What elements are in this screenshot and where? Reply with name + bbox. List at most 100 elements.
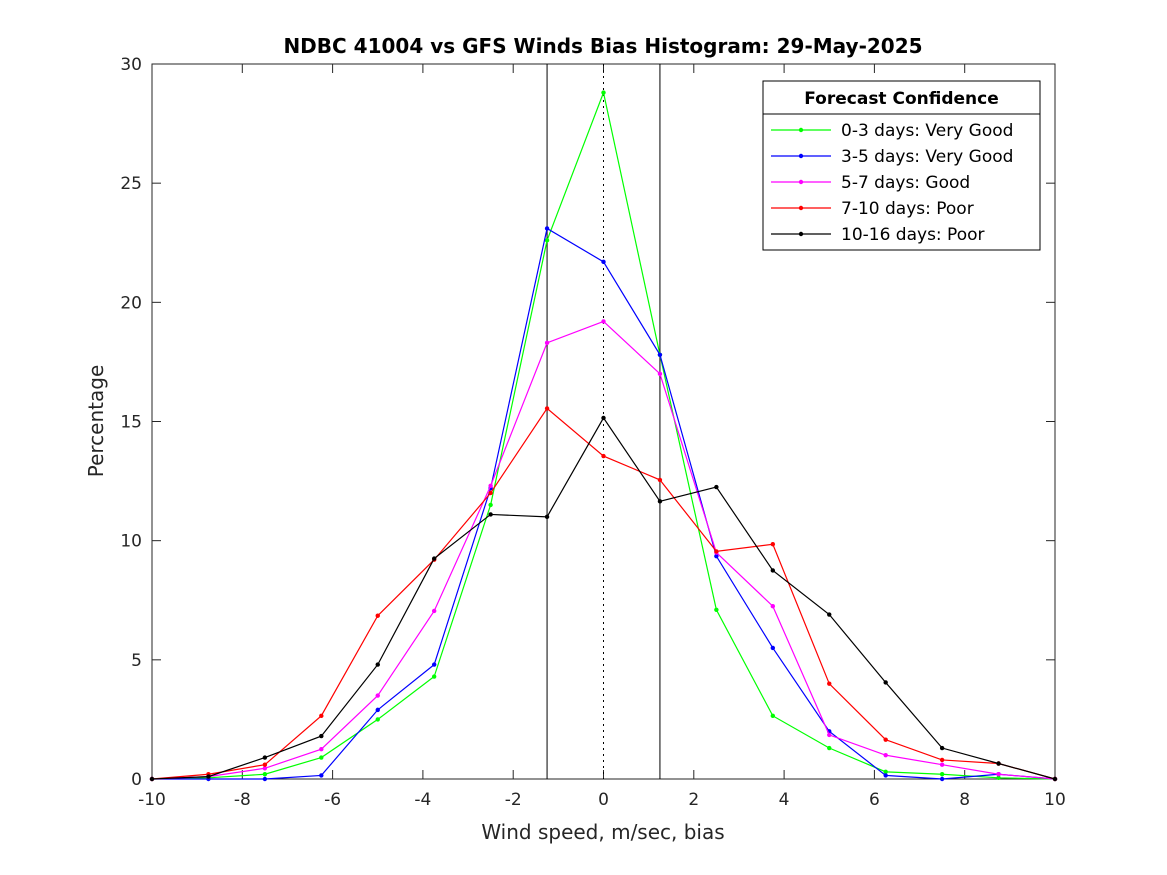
x-tick-label: -6 [324,790,341,810]
x-axis-label: Wind speed, m/sec, bias [481,820,724,844]
data-point [544,238,550,243]
data-point [770,568,776,573]
data-point [657,371,663,377]
data-point [827,612,832,617]
data-point [601,319,606,324]
data-point [996,775,1001,781]
data-point [262,766,268,771]
legend-marker [798,205,804,211]
x-tick-label: -2 [505,790,522,810]
data-point [714,549,719,554]
data-point [544,514,550,520]
data-point [996,772,1001,777]
data-point [544,406,550,411]
y-tick-label: 30 [120,55,142,75]
legend-box [762,80,1041,251]
y-tick-label: 0 [131,770,142,790]
data-point [939,757,945,763]
data-point [375,613,380,618]
legend-entry: 5-7 days: Good [841,173,970,193]
y-tick-label: 20 [120,293,142,313]
data-point [883,680,888,685]
data-point [827,681,832,686]
legend-entry: 7-10 days: Poor [841,199,974,219]
y-axis-label: Percentage [84,365,108,478]
data-point [883,769,888,775]
data-point [431,674,437,679]
data-point [883,737,888,742]
data-point [939,776,945,782]
x-tick-label: 6 [869,790,880,810]
data-point [657,352,663,357]
data-point [431,556,437,561]
data-point [657,499,663,504]
data-point [770,604,776,609]
data-point [657,477,663,483]
legend-title: Forecast Confidence [804,89,999,109]
x-tick-label: -4 [414,790,431,810]
data-point [996,761,1001,766]
data-point [488,483,493,489]
data-point [431,662,437,667]
data-point [714,607,719,612]
data-point [601,90,606,95]
data-point [319,747,324,752]
data-point [375,662,380,667]
data-point [601,415,606,421]
data-point [319,733,324,739]
data-point [431,608,437,614]
x-tick-label: -10 [138,790,166,810]
data-point [262,776,268,782]
data-point [601,453,606,459]
x-tick-label: 8 [959,790,970,810]
legend-marker [798,153,804,159]
data-point [488,502,493,508]
plot-area: -10 -8 -6 -4 -2 0 2 4 6 8 10 0 5 10 15 20 25 30 [120,55,1065,810]
legend-entry: 0-3 days: Very Good [841,121,1013,141]
x-tick-label: 0 [598,790,609,810]
data-point [770,542,776,547]
data-point [375,693,380,698]
data-point [319,755,324,760]
chart-title: NDBC 41004 vs GFS Winds Bias Histogram: … [283,34,922,58]
y-tick-label: 15 [120,413,142,433]
data-point [488,512,493,517]
data-point [262,755,268,760]
data-point [770,713,776,719]
data-point [827,732,832,738]
data-point [601,259,606,265]
legend: Forecast Confidence 0-3 days: Very Good 3-… [762,80,1041,251]
x-tick-label: -8 [234,790,251,810]
data-point [714,484,719,490]
data-point [149,776,155,782]
legend-marker [798,179,804,185]
legend-entry: 10-16 days: Poor [841,225,985,245]
data-point [714,553,719,559]
y-tick-label: 5 [131,651,142,671]
legend-entry: 3-5 days: Very Good [841,147,1013,167]
data-point [262,762,268,767]
data-point [1052,776,1058,782]
legend-marker [798,127,804,133]
data-point [827,745,832,751]
x-tick-label: 4 [779,790,790,810]
data-point [544,340,550,346]
data-point [319,773,324,778]
y-tick-label: 10 [120,532,142,552]
data-point [206,774,211,779]
data-point [375,717,380,722]
legend-marker [798,231,804,237]
x-tick-label: 10 [1044,790,1066,810]
data-point [375,707,380,713]
data-point [883,773,888,778]
data-point [262,772,268,777]
data-point [883,752,888,758]
data-point [939,762,945,767]
data-point [319,713,324,719]
data-point [939,772,945,777]
data-point [939,745,945,751]
data-point [488,490,493,496]
data-point [770,645,776,651]
x-tick-label: 2 [688,790,699,810]
